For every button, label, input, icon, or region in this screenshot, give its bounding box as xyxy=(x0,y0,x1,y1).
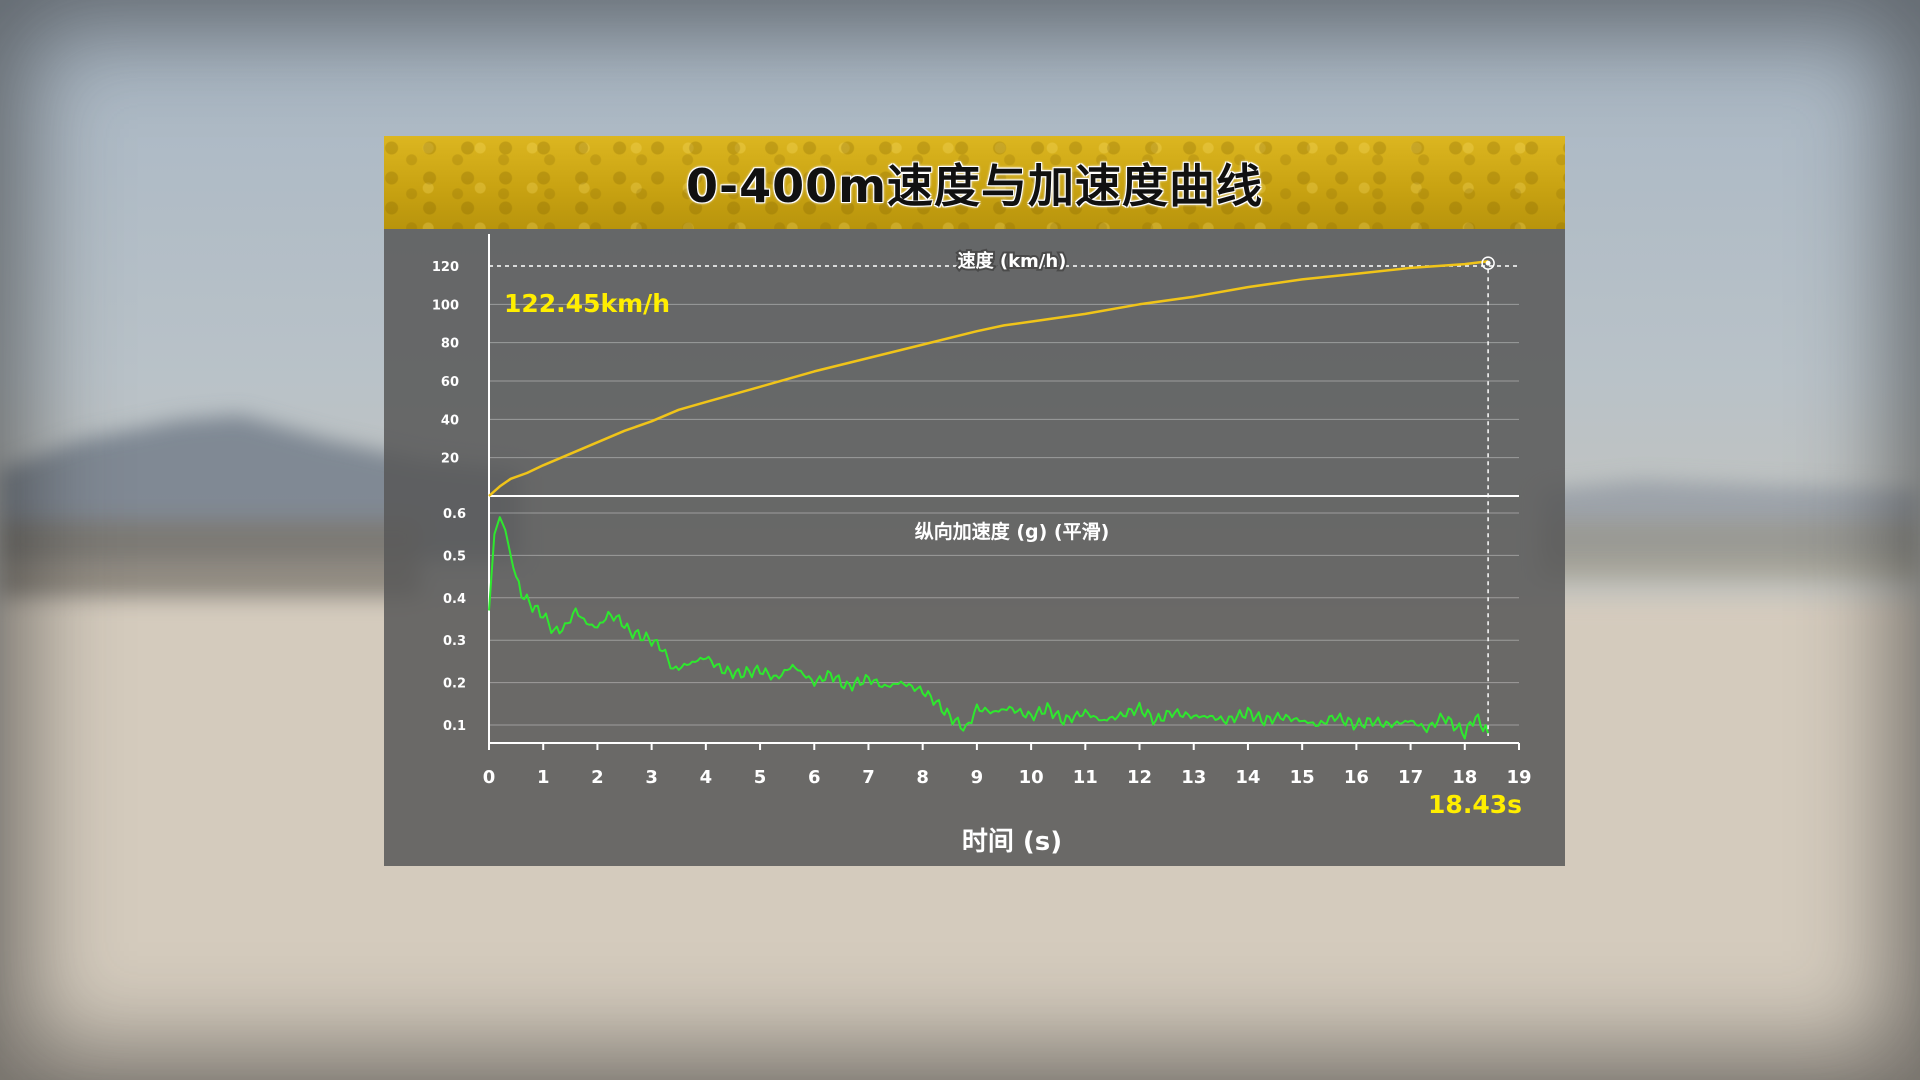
x-tick-label: 19 xyxy=(1506,767,1531,788)
accel-series-line xyxy=(488,516,1490,740)
x-tick-label: 14 xyxy=(1235,767,1260,788)
speed-y-tick-label: 40 xyxy=(441,413,459,428)
x-tick-label: 2 xyxy=(591,767,604,788)
x-tick-label: 5 xyxy=(754,767,767,788)
x-tick-label: 12 xyxy=(1127,767,1152,788)
accel-y-tick-label: 0.3 xyxy=(443,634,466,649)
accel-y-tick-label: 0.1 xyxy=(443,719,466,734)
x-tick-label: 13 xyxy=(1181,767,1206,788)
speed-end-marker xyxy=(1481,256,1495,270)
speed-y-tick-label: 100 xyxy=(432,298,459,313)
x-tick-label: 9 xyxy=(971,767,984,788)
x-tick-label: 1 xyxy=(537,767,550,788)
x-tick-label: 6 xyxy=(808,767,821,788)
title-texture xyxy=(384,136,1565,229)
accel-subplot-title: 纵向加速度 (g) (平滑) xyxy=(915,520,1110,543)
x-tick-label: 17 xyxy=(1398,767,1423,788)
x-tick-label: 18 xyxy=(1452,767,1477,788)
x-tick-label: 7 xyxy=(862,767,875,788)
accel-y-tick-label: 0.5 xyxy=(443,549,466,564)
chart-panel: 0-400m速度与加速度曲线 20 40 60 80 100 120 0.1 0.2 0.3 0.… xyxy=(384,136,1565,866)
x-tick-label: 10 xyxy=(1019,767,1044,788)
x-tick-label: 0 xyxy=(483,767,496,788)
x-tick-label: 8 xyxy=(916,767,929,788)
accel-y-tick-label: 0.2 xyxy=(443,677,466,692)
x-tick-label: 3 xyxy=(645,767,658,788)
speed-end-marker-dot xyxy=(1485,260,1491,266)
speed-y-tick-label: 20 xyxy=(441,452,459,467)
speed-subplot-title: 速度 (km/h) xyxy=(958,250,1067,272)
title-bar: 0-400m速度与加速度曲线 xyxy=(384,136,1565,229)
x-axis-label: 时间 (s) xyxy=(962,827,1062,857)
time-annotation: 18.43s xyxy=(1428,790,1522,819)
chart-title: 0-400m速度与加速度曲线 xyxy=(685,158,1264,213)
accel-y-tick-label: 0.4 xyxy=(443,592,466,607)
x-tick-label: 4 xyxy=(700,767,713,788)
speed-y-tick-label: 120 xyxy=(432,260,459,275)
x-tick-label: 11 xyxy=(1073,767,1098,788)
x-tick-label: 15 xyxy=(1290,767,1315,788)
speed-series-line xyxy=(488,260,1489,497)
speed-y-tick-label: 60 xyxy=(441,375,459,390)
speed-annotation: 122.45km/h xyxy=(504,289,670,318)
x-tick-label: 16 xyxy=(1344,767,1369,788)
speed-y-tick-label: 80 xyxy=(441,337,459,352)
accel-y-tick-label: 0.6 xyxy=(443,507,466,522)
